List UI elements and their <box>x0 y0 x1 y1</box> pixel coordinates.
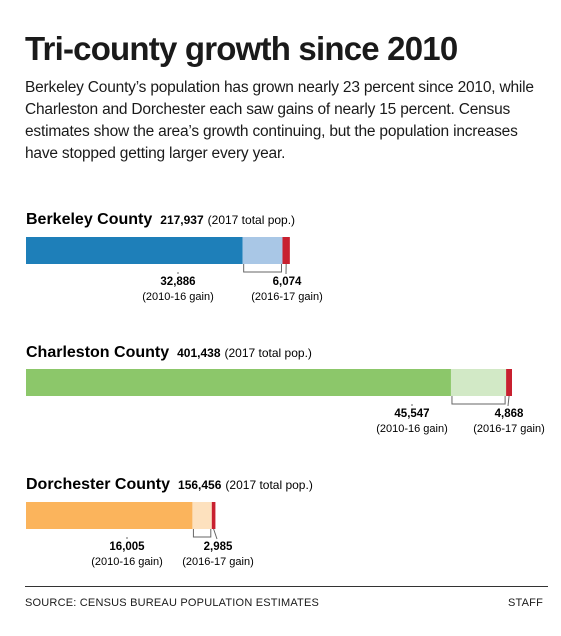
berkeley-county-name-label: Berkeley County 217,937 (2017 total pop.) <box>26 211 295 228</box>
dorchester-county-name: Dorchester County <box>26 476 170 493</box>
charleston-county-gain-2016-17-note: (2016-17 gain) <box>473 423 545 435</box>
dorchester-county-gain-2010-16-bracket <box>192 529 212 538</box>
berkeley-county-gain-2016-17-note: (2016-17 gain) <box>251 291 323 303</box>
berkeley-county-gain-2016-17-bar <box>282 237 290 264</box>
charleston-county-name-label: Charleston County 401,438 (2017 total pop.… <box>26 344 312 361</box>
charleston-county-total-note: (2017 total pop.) <box>225 346 312 360</box>
berkeley-county-base-2010-bar <box>26 237 243 264</box>
berkeley-county-gain-2016-17-value: 6,074 <box>273 276 302 288</box>
berkeley-county-gain-2010-16-value: 32,886 <box>160 276 195 288</box>
charleston-county-gain-2016-17-bar <box>506 369 512 396</box>
charleston-county-gain-2010-16-bar <box>450 369 507 396</box>
source-note: SOURCE: CENSUS BUREAU POPULATION ESTIMAT… <box>25 597 320 609</box>
berkeley-county-gain-2010-16-note: (2010-16 gain) <box>142 291 214 303</box>
charleston-county-gain-2010-16-bracket <box>451 396 506 405</box>
dorchester-county-gain-2010-16-value: 16,005 <box>109 541 145 553</box>
footer-rule <box>25 586 548 587</box>
charleston-county-base-2010-bar <box>26 369 451 396</box>
dorchester-county-base-2010-bar <box>26 502 193 529</box>
berkeley-county-gain-2010-16-bar <box>242 237 283 264</box>
credit-note: STAFF <box>507 597 543 609</box>
dorchester-county-gain-2010-16-bar <box>192 502 212 529</box>
dorchester-county-total-note: (2017 total pop.) <box>225 478 312 492</box>
berkeley-county-gain-2010-16-bracket <box>243 264 282 273</box>
charleston-county-gain-2010-16-value: 45,547 <box>394 408 429 420</box>
charleston-county-gain-2016-17-leader <box>507 395 510 407</box>
charleston-county-gain-2010-16-note: (2010-16 gain) <box>376 423 448 435</box>
berkeley-county-total: 217,937 <box>160 213 204 227</box>
dorchester-county-gain-2016-17-bar <box>211 502 216 529</box>
charleston-county-gain-2016-17-value: 4,868 <box>495 408 524 420</box>
dorchester-county-gain-2016-17-note: (2016-17 gain) <box>182 556 254 568</box>
dorchester-county-gain-2016-17-leader <box>213 528 218 540</box>
dorchester-county-name-label: Dorchester County 156,456 (2017 total pop.… <box>26 476 313 493</box>
chart-intro: Berkeley County’s population has grown n… <box>25 79 534 162</box>
dorchester-county-total: 156,456 <box>178 478 222 492</box>
charleston-county-name: Charleston County <box>26 344 169 361</box>
charleston-county-total: 401,438 <box>177 346 221 360</box>
berkeley-county-total-note: (2017 total pop.) <box>208 213 295 227</box>
chart-title: Tri-county growth since 2010 <box>25 30 458 67</box>
dorchester-county-gain-2016-17-value: 2,985 <box>204 541 233 553</box>
dorchester-county-gain-2010-16-note: (2010-16 gain) <box>91 556 163 568</box>
berkeley-county-name: Berkeley County <box>26 211 152 228</box>
